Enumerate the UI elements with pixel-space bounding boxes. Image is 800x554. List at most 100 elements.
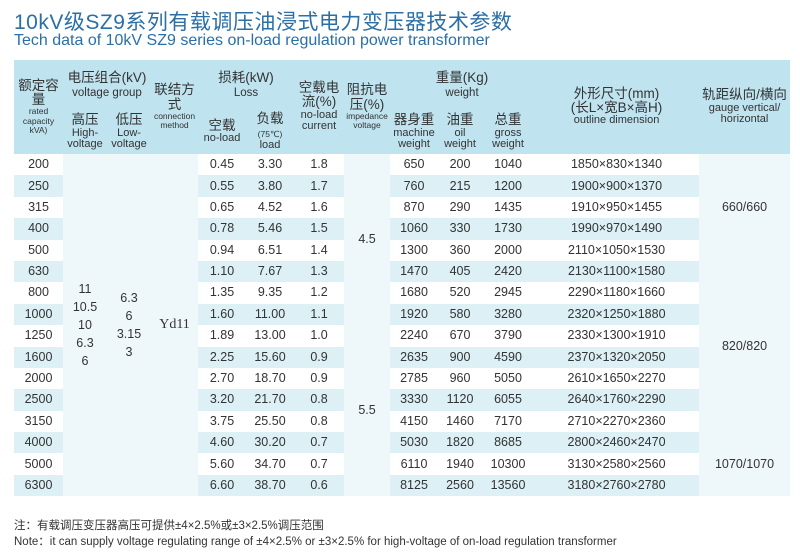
cell-gross-weight: 1435 — [482, 196, 535, 219]
cell-capacity: 2500 — [14, 389, 63, 411]
cell-noload-loss: 1.89 — [198, 325, 246, 347]
cell-noload-loss: 0.78 — [198, 218, 246, 240]
page-title-english: Tech data of 10kV SZ9 series on-load reg… — [14, 32, 490, 49]
table-row: 1600 2.25 15.60 0.9 2635 900 4590 2370×1… — [14, 346, 790, 368]
cell-dimension: 1990×970×1490 — [534, 218, 700, 240]
cell-dimension: 2710×2270×2360 — [534, 410, 700, 433]
cell-dimension: 2130×1100×1580 — [534, 260, 700, 283]
cell-oil-weight: 670 — [438, 325, 483, 347]
header-machine-weight: 器身重 machine weight — [390, 110, 439, 154]
cell-gross-weight: 1040 — [482, 154, 535, 176]
cell-dimension: 1900×900×1370 — [534, 175, 700, 197]
header-voltage-group: 电压组合(kV) voltage group — [63, 60, 151, 110]
cell-machine-weight: 1300 — [390, 239, 439, 261]
header-connection: 联结方式 connection method — [151, 60, 198, 154]
cell-machine-weight: 870 — [390, 196, 439, 219]
header-outline-dimension: 外形尺寸(mm) (长L×宽B×高H) outline dimension — [534, 60, 700, 154]
table-row: 2500 3.20 21.70 0.8 3330 1120 6055 2640×… — [14, 389, 790, 411]
table-row: 6300 6.60 38.70 0.6 8125 2560 13560 3180… — [14, 474, 790, 497]
cell-current: 1.7 — [294, 175, 345, 197]
cell-machine-weight: 8125 — [390, 474, 439, 497]
cell-gross-weight: 2000 — [482, 239, 535, 261]
table-row: 2000 2.70 18.70 0.9 2785 960 5050 2610×1… — [14, 367, 790, 390]
cell-capacity: 3150 — [14, 410, 63, 433]
table-row: 5000 5.60 34.70 0.7 6110 1940 10300 3130… — [14, 453, 790, 475]
cell-current: 0.7 — [294, 453, 345, 475]
cell-oil-weight: 900 — [438, 346, 483, 368]
cell-oil-weight: 215 — [438, 175, 483, 197]
cell-noload-loss: 2.25 — [198, 346, 246, 368]
cell-gauge-a: 660/660 — [699, 154, 791, 261]
table-row: 4000 4.60 30.20 0.7 5030 1820 8685 2800×… — [14, 432, 791, 497]
cell-load-loss: 21.70 — [246, 389, 295, 411]
table-row: 1250 1.89 13.00 1.0 5.5 2240 670 3790 23… — [14, 325, 790, 497]
cell-capacity: 630 — [14, 260, 63, 283]
cell-gross-weight: 2420 — [482, 260, 535, 283]
cell-machine-weight: 2635 — [390, 346, 439, 368]
cell-gross-weight: 7170 — [482, 410, 535, 433]
cell-load-loss: 25.50 — [246, 410, 295, 433]
cell-current: 1.5 — [294, 218, 345, 240]
cell-load-loss: 15.60 — [246, 346, 295, 368]
cell-machine-weight: 5030 — [390, 432, 439, 454]
cell-current: 0.9 — [294, 367, 345, 390]
cell-oil-weight: 960 — [438, 367, 483, 390]
cell-capacity: 315 — [14, 196, 63, 219]
cell-noload-loss: 2.70 — [198, 367, 246, 390]
cell-gross-weight: 2945 — [482, 282, 535, 304]
cell-dimension: 1910×950×1455 — [534, 196, 700, 219]
cell-oil-weight: 360 — [438, 239, 483, 261]
header-loss: 损耗(kW) Loss — [198, 60, 295, 110]
cell-load-loss: 5.46 — [246, 218, 295, 240]
header-load-loss: 负载(75℃) load — [246, 110, 295, 154]
cell-noload-loss: 4.60 — [198, 432, 246, 454]
cell-noload-loss: 1.35 — [198, 282, 246, 304]
cell-noload-loss: 1.10 — [198, 260, 246, 283]
page-title-chinese: 10kV级SZ9系列有载调压油浸式电力变压器技术参数 — [14, 11, 513, 34]
cell-machine-weight: 650 — [390, 154, 439, 176]
cell-noload-loss: 3.20 — [198, 389, 246, 411]
cell-gross-weight: 10300 — [482, 453, 535, 475]
cell-capacity: 6300 — [14, 474, 63, 497]
cell-dimension: 3130×2580×2560 — [534, 453, 700, 475]
cell-gross-weight: 5050 — [482, 367, 535, 390]
cell-capacity: 500 — [14, 239, 63, 261]
cell-dimension: 2290×1180×1660 — [534, 282, 700, 304]
cell-gross-weight: 6055 — [482, 389, 535, 411]
cell-machine-weight: 1060 — [390, 218, 439, 240]
cell-load-loss: 9.35 — [246, 282, 295, 304]
cell-capacity: 200 — [14, 154, 63, 176]
cell-dimension: 2610×1650×2270 — [534, 367, 700, 390]
cell-oil-weight: 2560 — [438, 474, 483, 497]
table-row: 3150 3.75 25.50 0.8 4150 1460 7170 2710×… — [14, 410, 790, 433]
cell-gross-weight: 4590 — [482, 346, 535, 368]
cell-current: 1.2 — [294, 282, 345, 304]
cell-low-voltage-values: 6.3 6 3.15 3 — [107, 154, 151, 497]
tech-data-table: 额定容量 rated capacity kVA) 电压组合(kV) voltag… — [14, 60, 791, 497]
cell-gross-weight: 1200 — [482, 175, 535, 197]
cell-gross-weight: 8685 — [482, 432, 535, 454]
cell-capacity: 1600 — [14, 346, 63, 368]
note-chinese: 注：有载调压变压器高压可提供±4×2.5%或±3×2.5%调压范围 — [14, 520, 324, 532]
cell-current: 0.7 — [294, 432, 345, 454]
header-weight: 重量(Kg) weight — [390, 60, 535, 110]
cell-dimension: 1850×830×1340 — [534, 154, 700, 176]
cell-oil-weight: 1460 — [438, 410, 483, 433]
note-english: Note：it can supply voltage regulating ra… — [14, 536, 617, 548]
table-row: 1000 1.60 11.00 1.1 1920 580 3280 2320×1… — [14, 303, 790, 326]
cell-capacity: 5000 — [14, 453, 63, 475]
cell-machine-weight: 3330 — [390, 389, 439, 411]
cell-impedance-a: 4.5 — [344, 154, 391, 326]
cell-dimension: 2800×2460×2470 — [534, 432, 700, 454]
cell-gross-weight: 1730 — [482, 218, 535, 240]
cell-noload-loss: 6.60 — [198, 474, 246, 497]
cell-gross-weight: 3280 — [482, 303, 535, 326]
cell-oil-weight: 290 — [438, 196, 483, 219]
header-gauge: 轨距纵向/横向 gauge vertical/ horizontal — [699, 60, 791, 154]
cell-load-loss: 38.70 — [246, 474, 295, 497]
cell-machine-weight: 6110 — [390, 453, 439, 475]
cell-high-voltage-values: 11 10.5 10 6.3 6 — [63, 154, 107, 497]
cell-current: 1.4 — [294, 239, 345, 261]
cell-load-loss: 7.67 — [246, 260, 295, 283]
cell-load-loss: 3.80 — [246, 175, 295, 197]
